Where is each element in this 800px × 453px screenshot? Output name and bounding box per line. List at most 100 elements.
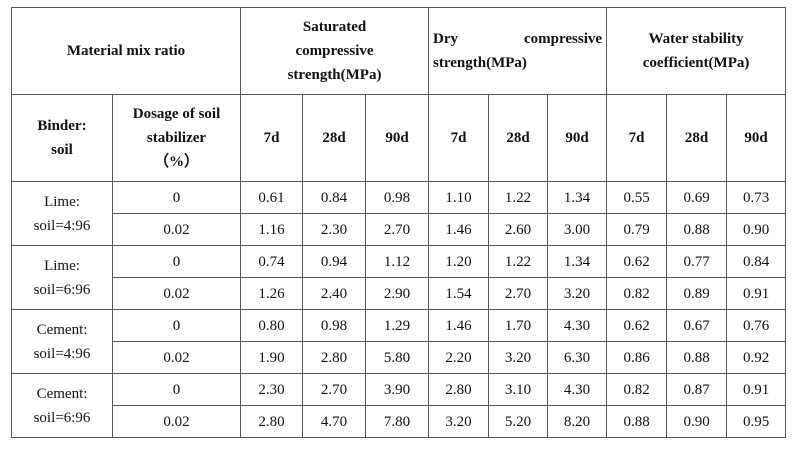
binder-line: soil=6:96 xyxy=(33,281,91,298)
dry-90d-cell: 3.00 xyxy=(547,213,608,246)
water-7d-cell: 0.62 xyxy=(606,309,668,342)
water-90d-cell: 0.91 xyxy=(726,277,787,310)
dry-90d-cell: 4.30 xyxy=(547,373,608,406)
dosage-cell: 0.02 xyxy=(111,341,242,374)
saturated-7d-cell: 1.26 xyxy=(240,277,304,310)
dry-7d-cell: 1.54 xyxy=(428,277,490,310)
binder-line: Lime: xyxy=(44,193,80,210)
water-7d-cell: 0.79 xyxy=(606,213,668,246)
age-header: 7d xyxy=(240,94,304,182)
header-line: Dry compressive xyxy=(433,27,602,51)
dry-7d-cell: 1.46 xyxy=(428,213,490,246)
water-28d-cell: 0.87 xyxy=(666,373,728,406)
water-28d-cell: 0.77 xyxy=(666,245,728,278)
water-28d-cell: 0.90 xyxy=(666,405,728,438)
binder-line: Cement: xyxy=(36,321,88,338)
table-row: Cement: soil=4:96 0 0.80 0.98 1.29 1.46 … xyxy=(11,309,787,374)
table-row: Lime: soil=6:96 0 0.74 0.94 1.12 1.20 1.… xyxy=(11,245,787,310)
saturated-90d-cell: 3.90 xyxy=(365,373,430,406)
water-90d-cell: 0.76 xyxy=(726,309,787,342)
dry-7d-cell: 2.80 xyxy=(428,373,490,406)
water-7d-cell: 0.55 xyxy=(606,181,668,214)
dosage-cell: 0 xyxy=(111,181,242,214)
dry-28d-cell: 2.70 xyxy=(488,277,549,310)
saturated-28d-cell: 2.40 xyxy=(302,277,367,310)
dosage-cell: 0 xyxy=(111,245,242,278)
saturated-28d-cell: 2.30 xyxy=(302,213,367,246)
binder-soil-header: Binder: soil xyxy=(11,94,113,182)
age-header: 28d xyxy=(302,94,367,182)
header-line: Dosage of soil xyxy=(132,106,221,122)
water-28d-cell: 0.88 xyxy=(666,341,728,374)
material-mix-table: Material mix ratio Saturated compressive… xyxy=(10,7,787,438)
dry-28d-cell: 3.20 xyxy=(488,341,549,374)
water-7d-cell: 0.62 xyxy=(606,245,668,278)
binder-line: Lime: xyxy=(44,257,80,274)
dry-90d-cell: 6.30 xyxy=(547,341,608,374)
age-header: 90d xyxy=(547,94,608,182)
dry-90d-cell: 1.34 xyxy=(547,181,608,214)
age-header: 90d xyxy=(726,94,787,182)
table-row: 0.02 2.80 4.70 7.80 3.20 5.20 8.20 0.88 … xyxy=(12,405,787,438)
water-7d-cell: 0.86 xyxy=(606,341,668,374)
age-header: 7d xyxy=(606,94,668,182)
water-28d-cell: 0.89 xyxy=(666,277,728,310)
dry-7d-cell: 2.20 xyxy=(428,341,490,374)
dosage-cell: 0.02 xyxy=(111,277,242,310)
age-header: 28d xyxy=(488,94,549,182)
dry-28d-cell: 2.60 xyxy=(488,213,549,246)
age-header: 7d xyxy=(428,94,490,182)
saturated-28d-cell: 4.70 xyxy=(302,405,367,438)
header-word: compressive xyxy=(524,31,603,47)
saturated-7d-cell: 0.80 xyxy=(240,309,304,342)
water-stability-header: Water stability coefficient(MPa) xyxy=(606,7,787,95)
header-line: strength(MPa) xyxy=(433,55,527,71)
dry-7d-cell: 1.10 xyxy=(428,181,490,214)
saturated-7d-cell: 0.61 xyxy=(240,181,304,214)
dry-28d-cell: 1.70 xyxy=(488,309,549,342)
water-90d-cell: 0.90 xyxy=(726,213,787,246)
water-28d-cell: 0.69 xyxy=(666,181,728,214)
saturated-strength-header: Saturated compressive strength(MPa) xyxy=(240,7,430,95)
water-7d-cell: 0.82 xyxy=(606,373,668,406)
dry-28d-cell: 5.20 xyxy=(488,405,549,438)
header-row-2: Binder: soil Dosage of soil stabilizer （… xyxy=(11,94,787,182)
header-row-1: Material mix ratio Saturated compressive… xyxy=(10,7,787,95)
header-line: coefficient(MPa) xyxy=(642,55,750,71)
table-row: 0.02 1.16 2.30 2.70 1.46 2.60 3.00 0.79 … xyxy=(12,213,787,246)
dosage-cell: 0.02 xyxy=(111,405,242,438)
saturated-28d-cell: 0.98 xyxy=(302,309,367,342)
binder-line: Cement: xyxy=(36,385,88,402)
table-row: Lime: soil=4:96 0 0.61 0.84 0.98 1.10 1.… xyxy=(11,181,787,246)
saturated-7d-cell: 2.30 xyxy=(240,373,304,406)
table-row: 0.02 1.90 2.80 5.80 2.20 3.20 6.30 0.86 … xyxy=(12,341,787,374)
binder-ratio-cell: Lime: soil=4:96 xyxy=(11,181,113,246)
binder-line: soil=4:96 xyxy=(33,345,91,362)
header-line: stabilizer xyxy=(146,130,207,146)
dry-7d-cell: 3.20 xyxy=(428,405,490,438)
saturated-7d-cell: 1.16 xyxy=(240,213,304,246)
dry-90d-cell: 8.20 xyxy=(547,405,608,438)
dosage-header: Dosage of soil stabilizer （%） xyxy=(111,94,242,182)
water-7d-cell: 0.88 xyxy=(606,405,668,438)
header-line: soil xyxy=(51,142,73,158)
saturated-90d-cell: 0.98 xyxy=(365,181,430,214)
saturated-90d-cell: 2.90 xyxy=(365,277,430,310)
saturated-90d-cell: 5.80 xyxy=(365,341,430,374)
header-line: （%） xyxy=(154,154,200,170)
water-90d-cell: 0.84 xyxy=(726,245,787,278)
material-mix-ratio-header: Material mix ratio xyxy=(10,7,242,95)
saturated-90d-cell: 1.12 xyxy=(365,245,430,278)
binder-line: soil=4:96 xyxy=(33,217,91,234)
dry-7d-cell: 1.20 xyxy=(428,245,490,278)
table-row: Cement: soil=6:96 0 2.30 2.70 3.90 2.80 … xyxy=(11,373,787,438)
dry-28d-cell: 1.22 xyxy=(488,181,549,214)
dry-90d-cell: 3.20 xyxy=(547,277,608,310)
header-word: Dry xyxy=(433,31,459,47)
water-90d-cell: 0.95 xyxy=(726,405,787,438)
dosage-cell: 0 xyxy=(111,309,242,342)
saturated-90d-cell: 2.70 xyxy=(365,213,430,246)
water-90d-cell: 0.73 xyxy=(726,181,787,214)
saturated-28d-cell: 0.84 xyxy=(302,181,367,214)
binder-line: soil=6:96 xyxy=(33,409,91,426)
